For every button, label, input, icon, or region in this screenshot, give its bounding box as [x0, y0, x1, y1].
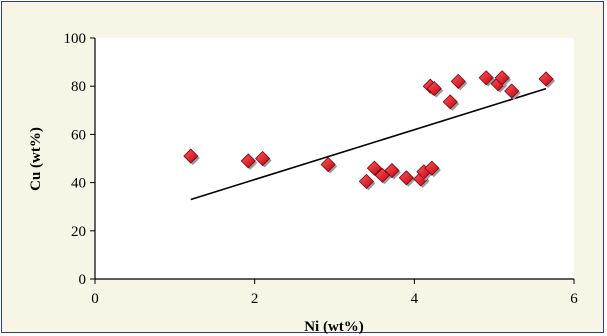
data-point — [366, 160, 382, 176]
data-point — [183, 148, 199, 164]
data-point — [478, 70, 494, 86]
y-axis-title: Cu (wt%) — [28, 127, 44, 191]
trendline — [190, 87, 547, 201]
y-tick-label: 80 — [71, 79, 86, 95]
data-point — [424, 160, 440, 176]
y-tick-label: 100 — [64, 31, 87, 47]
y-tick-label: 60 — [71, 127, 86, 143]
x-axis-title: Ni (wt%) — [304, 319, 364, 334]
y-tick-group: 0 20 40 60 80 100 — [64, 31, 95, 288]
data-point — [240, 153, 256, 169]
data-point — [398, 170, 414, 186]
data-point — [494, 70, 510, 86]
data-points — [183, 70, 556, 191]
data-point — [450, 73, 466, 89]
x-tick-label: 2 — [251, 291, 259, 307]
plot-area — [95, 38, 574, 279]
y-tick-label: 0 — [79, 272, 87, 288]
x-tick-label: 4 — [411, 291, 419, 307]
x-tick-label: 6 — [570, 291, 578, 307]
y-tick-label: 20 — [71, 224, 86, 240]
data-point — [384, 162, 400, 179]
data-point — [358, 173, 374, 189]
y-tick-label: 40 — [71, 176, 86, 192]
data-point — [426, 81, 442, 97]
data-point — [255, 150, 271, 167]
x-tick-label: 0 — [91, 291, 99, 307]
data-point — [320, 156, 336, 173]
x-tick-group: 0 2 4 6 — [91, 279, 578, 307]
data-point — [504, 83, 520, 99]
data-point — [538, 71, 554, 87]
data-point — [442, 94, 458, 110]
